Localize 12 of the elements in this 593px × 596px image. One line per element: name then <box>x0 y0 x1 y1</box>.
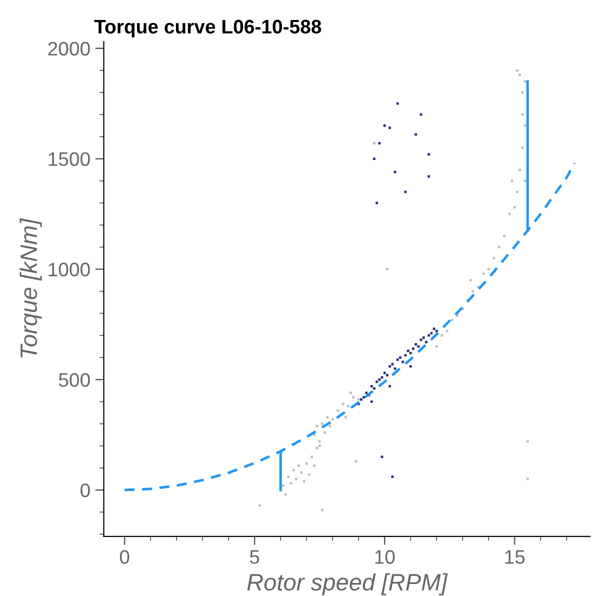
y-tick-label: 1000 <box>48 262 90 276</box>
x-tick-label: 15 <box>505 550 525 564</box>
x-tick-label: 5 <box>250 550 260 564</box>
y-tick-label: 0 <box>80 483 90 498</box>
y-tick-label: 1500 <box>48 152 90 166</box>
y-axis-title: Torque [kNm] <box>20 218 42 358</box>
x-tick-label: 0 <box>120 550 130 564</box>
x-tick-label: 10 <box>375 550 395 564</box>
y-tick-label: 2000 <box>48 42 90 56</box>
chart-title: Torque curve L06-10-588 <box>94 20 322 38</box>
x-axis-title: Rotor speed [RPM] <box>247 573 448 596</box>
y-tick-label: 500 <box>58 373 90 387</box>
